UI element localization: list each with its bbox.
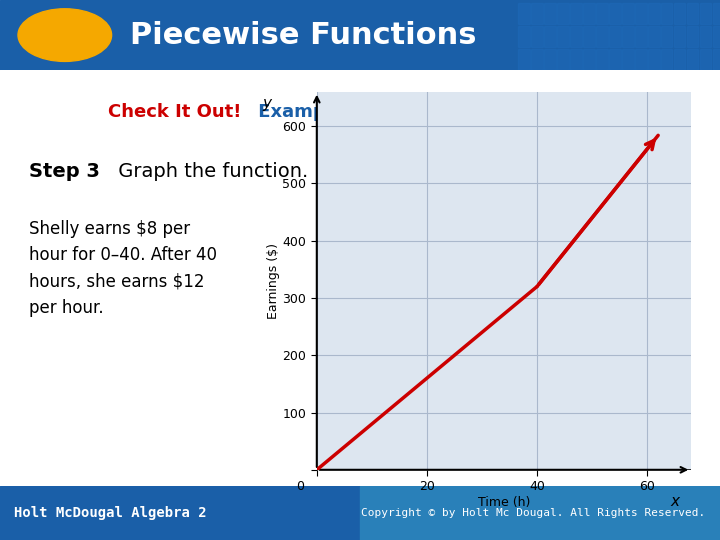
Bar (635, 3, 647, 24)
Bar (557, 3, 569, 24)
Bar (609, 3, 621, 24)
Bar (700, 26, 711, 47)
Bar (635, 26, 647, 47)
Bar (648, 26, 660, 47)
Bar (661, 49, 672, 70)
Bar (544, 3, 556, 24)
Bar (635, 49, 647, 70)
Text: Graph the function.: Graph the function. (112, 161, 308, 181)
Bar (609, 49, 621, 70)
Bar (570, 3, 582, 24)
Text: Example 4 Continued: Example 4 Continued (252, 104, 472, 122)
Text: Holt McDougal Algebra 2: Holt McDougal Algebra 2 (14, 506, 207, 520)
Text: Step 3: Step 3 (29, 161, 99, 181)
Text: Shelly earns $8 per
hour for 0–40. After 40
hours, she earns $12
per hour.: Shelly earns $8 per hour for 0–40. After… (29, 220, 217, 317)
Bar (609, 26, 621, 47)
Bar (0, 486, 360, 540)
Text: y: y (263, 96, 271, 111)
Bar (596, 26, 608, 47)
Bar (570, 26, 582, 47)
Bar (583, 49, 595, 70)
Bar (360, 486, 720, 540)
Bar (700, 3, 711, 24)
Bar (687, 26, 698, 47)
Bar (648, 3, 660, 24)
Bar (518, 26, 530, 47)
Bar (544, 49, 556, 70)
Bar (622, 3, 634, 24)
Bar (583, 26, 595, 47)
Bar (622, 26, 634, 47)
Bar (700, 49, 711, 70)
Bar (531, 26, 543, 47)
Bar (661, 26, 672, 47)
Bar (713, 3, 720, 24)
Text: Copyright © by Holt Mc Dougal. All Rights Reserved.: Copyright © by Holt Mc Dougal. All Right… (361, 508, 706, 518)
Y-axis label: Earnings ($): Earnings ($) (266, 243, 279, 319)
Text: 0: 0 (297, 481, 305, 494)
Bar (674, 49, 685, 70)
Text: x: x (670, 494, 679, 509)
Bar (544, 26, 556, 47)
Bar (583, 3, 595, 24)
Bar (518, 49, 530, 70)
Text: Check It Out!: Check It Out! (108, 104, 241, 122)
Bar (622, 49, 634, 70)
Bar (557, 26, 569, 47)
Bar (570, 49, 582, 70)
Bar (674, 26, 685, 47)
Ellipse shape (18, 9, 112, 62)
Bar (531, 49, 543, 70)
Bar (648, 49, 660, 70)
Text: Piecewise Functions: Piecewise Functions (130, 21, 476, 50)
Bar (596, 49, 608, 70)
Bar (596, 3, 608, 24)
Bar (713, 26, 720, 47)
Bar (661, 3, 672, 24)
Bar (518, 3, 530, 24)
Bar (557, 49, 569, 70)
X-axis label: Time (h): Time (h) (478, 496, 530, 509)
Bar (687, 3, 698, 24)
Bar (674, 3, 685, 24)
Bar (531, 3, 543, 24)
Bar (687, 49, 698, 70)
Bar (713, 49, 720, 70)
